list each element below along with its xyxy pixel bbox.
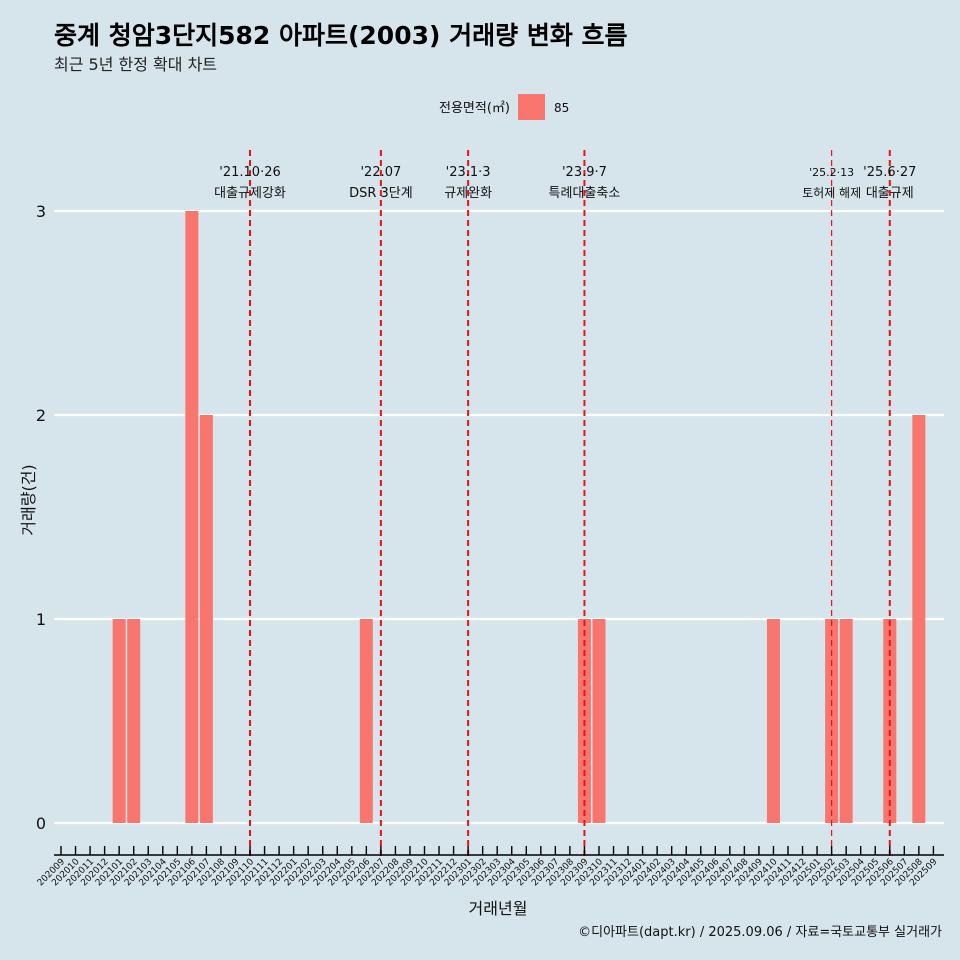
bar: [199, 415, 213, 823]
bar: [766, 619, 780, 823]
bar: [112, 619, 126, 823]
chart-caption: ©디아파트(dapt.kr) / 2025.09.06 / 자료=국토교통부 실…: [578, 925, 942, 940]
legend-entry-label: 85: [554, 101, 569, 115]
annotation-date: '23.9·7: [562, 165, 607, 180]
annotation-date: '25.2·13: [809, 166, 854, 179]
annotation-label: 대출규제: [866, 186, 914, 201]
x-axis-title: 거래년월: [469, 899, 528, 918]
annotation-date: '25.6·27: [863, 165, 916, 180]
annotation-label: DSR 3단계: [349, 186, 413, 201]
y-tick-label: 2: [36, 406, 46, 425]
annotation-date: '23.1·3: [446, 165, 491, 180]
y-tick-label: 1: [36, 610, 46, 629]
y-tick-label: 3: [36, 202, 46, 221]
legend-title: 전용면적(㎡): [439, 101, 510, 116]
legend-swatch: [518, 94, 545, 120]
y-tick-label: 0: [36, 814, 46, 833]
y-axis-title: 거래량(건): [19, 464, 38, 535]
policy-annotations: '21.10·26 대출규제강화 '22.07 DSR 3단계 '23.1·3 규제완화 '…: [214, 150, 916, 860]
bar: [127, 619, 141, 823]
annotation-date: '22.07: [360, 165, 401, 180]
y-axis: 0 1 2 3: [36, 202, 46, 833]
legend: 전용면적(㎡) 85: [439, 94, 569, 120]
annotation-label: 규제완화: [444, 186, 492, 201]
bar: [359, 619, 373, 823]
x-axis: 2020092020102020112020122021012021022021…: [36, 846, 944, 888]
bar: [592, 619, 606, 823]
bar: [185, 211, 199, 823]
chart-title: 중계 청암3단지582 아파트(2003) 거래량 변화 흐름: [54, 21, 628, 50]
annotation-label: 특례대출축소: [549, 186, 621, 201]
bar: [839, 619, 853, 823]
bars: [112, 211, 926, 823]
annotation-label: 대출규제강화: [214, 186, 286, 201]
chart-subtitle: 최근 5년 한정 확대 차트: [54, 55, 217, 74]
annotation-label: 토허제 해제: [802, 186, 861, 200]
bar: [912, 415, 926, 823]
annotation-date: '21.10·26: [219, 165, 280, 180]
